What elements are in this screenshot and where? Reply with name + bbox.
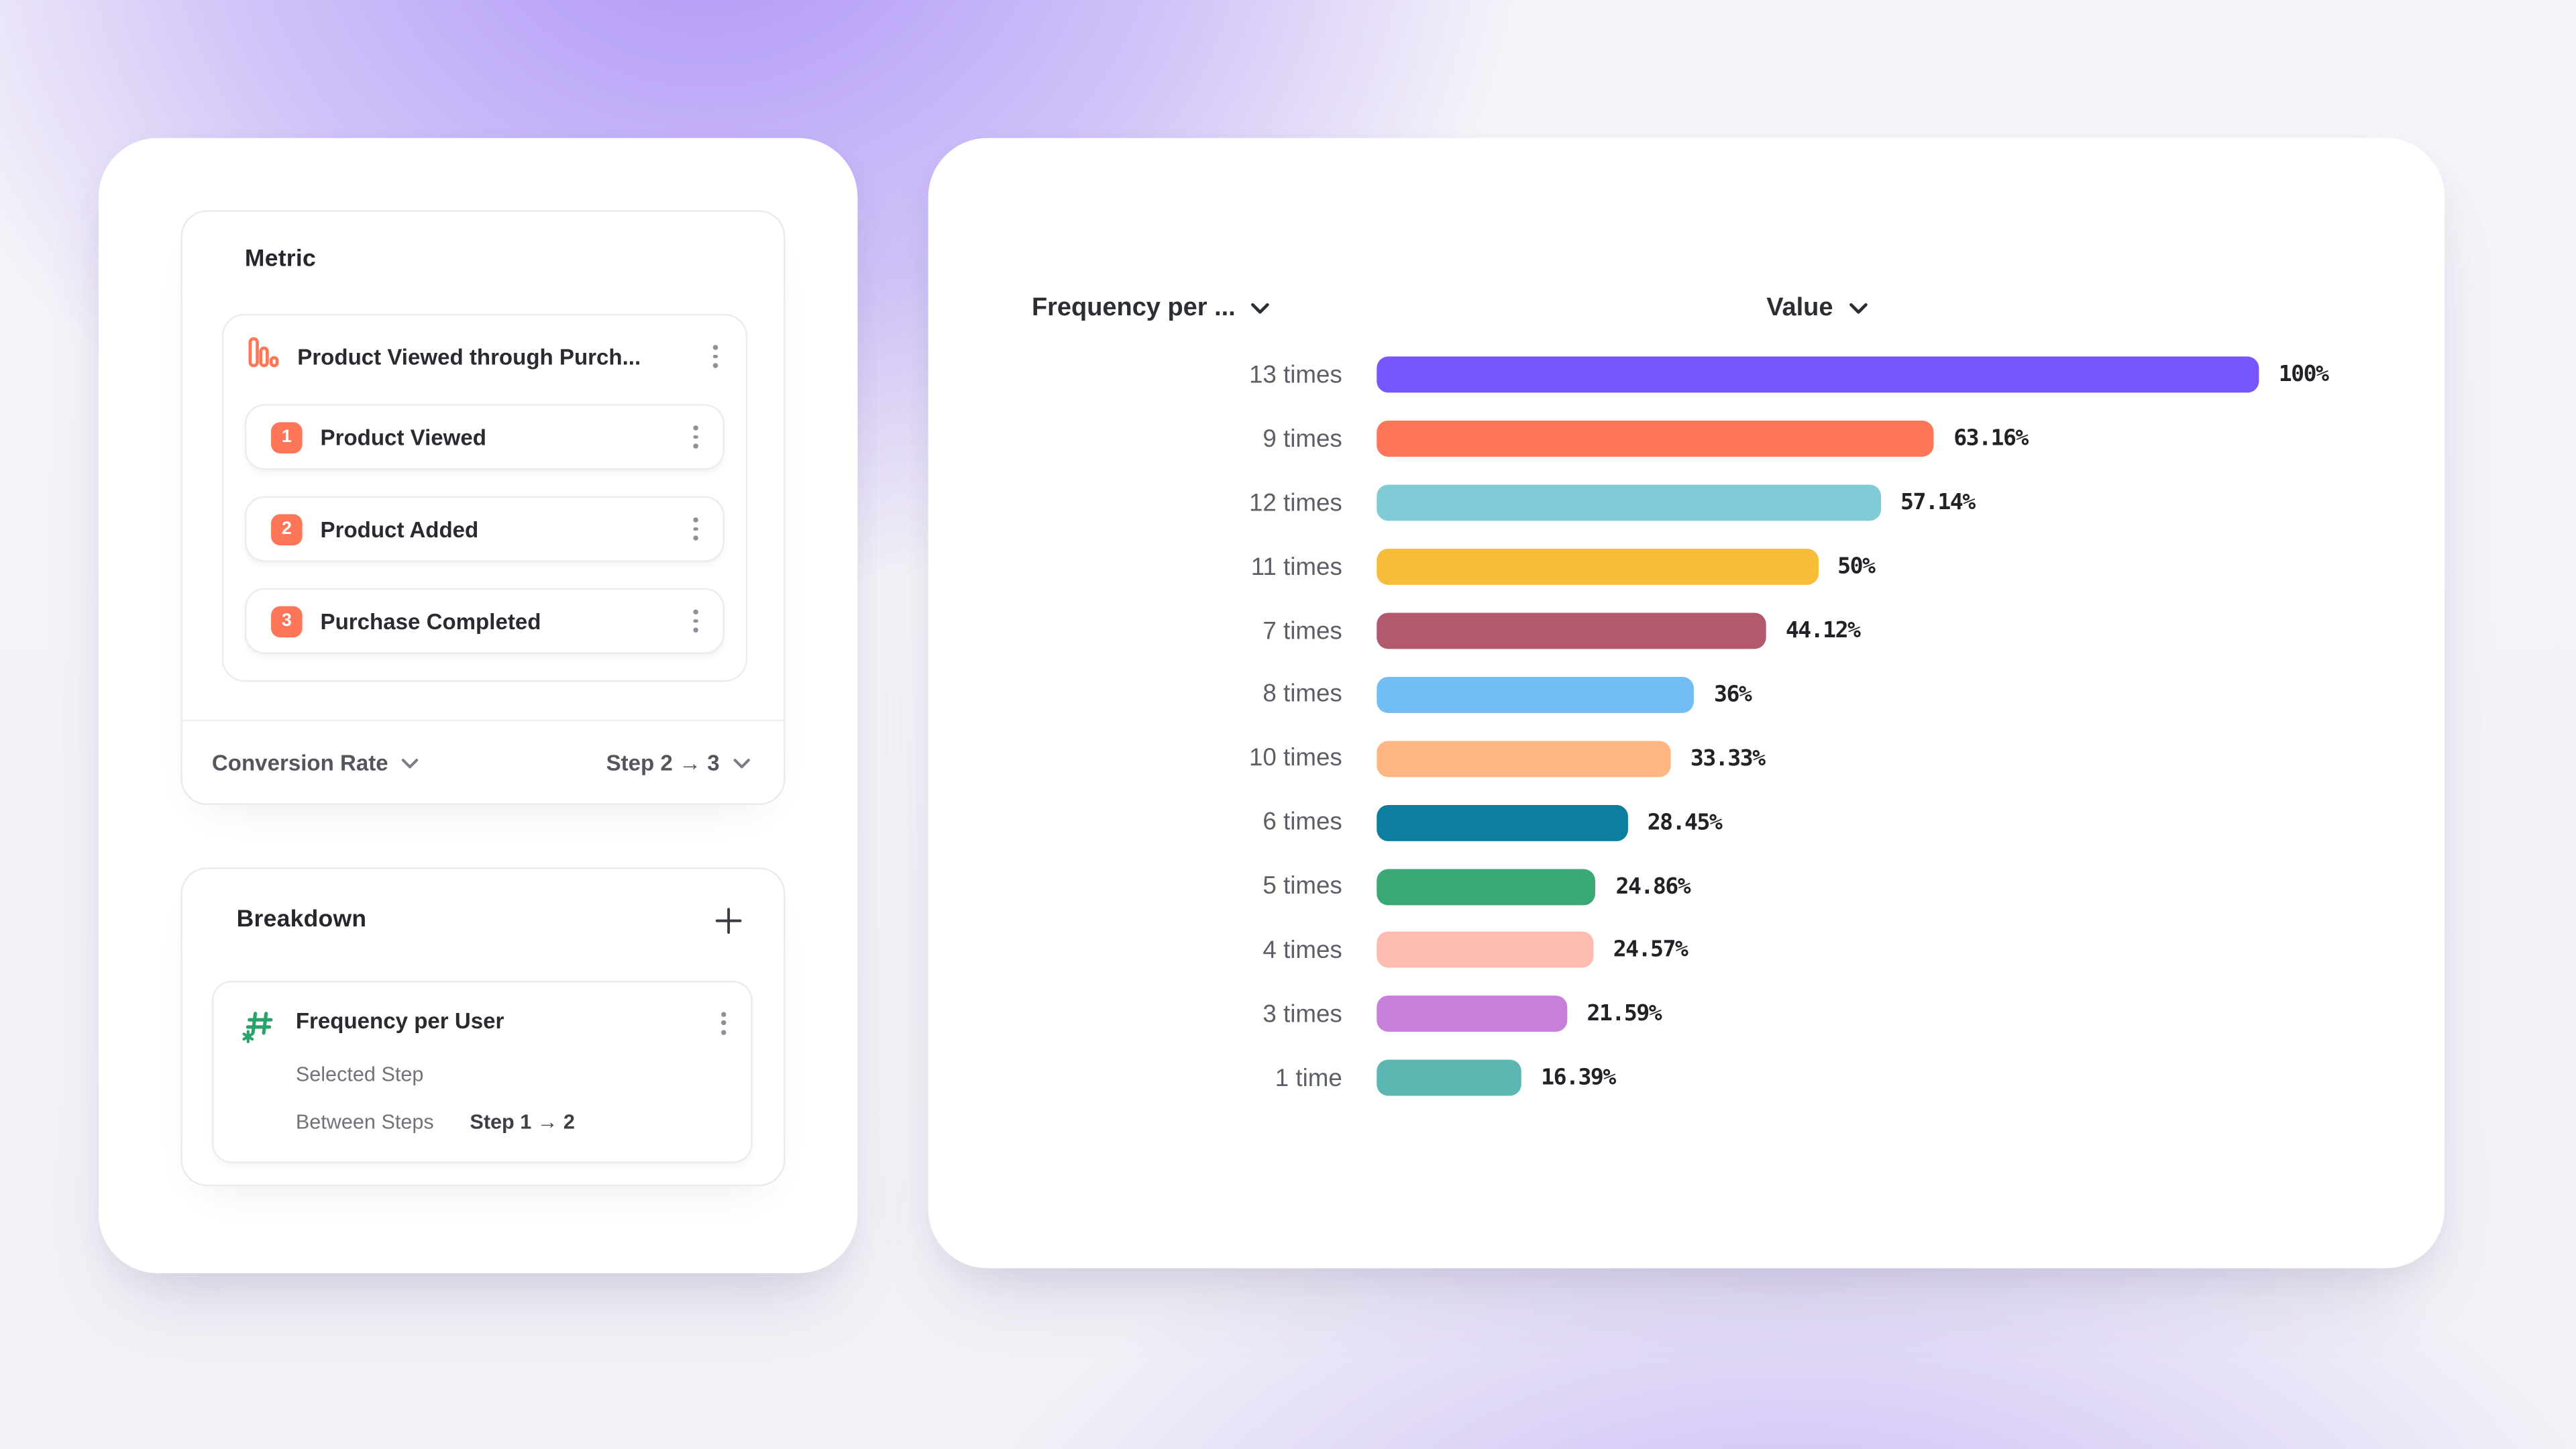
bar[interactable] bbox=[1377, 868, 1597, 905]
breakdown-section-title: Breakdown bbox=[236, 906, 367, 934]
bar-chart-row: 1 time 16.39% bbox=[928, 1046, 2445, 1110]
bar-chart-row: 11 times 50% bbox=[928, 535, 2445, 599]
breakdown-selected-step-label: Selected Step bbox=[295, 1063, 424, 1086]
bar-value-label: 44.12% bbox=[1785, 617, 1861, 644]
category-column-header-label: Frequency per ... bbox=[1031, 294, 1236, 322]
step-menu-kebab-icon[interactable] bbox=[686, 605, 706, 637]
bar[interactable] bbox=[1377, 421, 1934, 458]
bar[interactable] bbox=[1377, 740, 1671, 777]
bar-chart: 13 times 100% 9 times 63.16% 12 times 57… bbox=[928, 343, 2445, 1110]
funnel-step-row[interactable]: 2 Product Added bbox=[244, 496, 724, 562]
bar-category-label: 9 times bbox=[1263, 425, 1342, 453]
bar-category-label: 5 times bbox=[1263, 872, 1342, 901]
bar-chart-row: 10 times 33.33% bbox=[928, 727, 2445, 790]
bar-value-label: 57.14% bbox=[1900, 490, 1976, 517]
bar-value-label: 63.16% bbox=[1953, 426, 2029, 453]
bar-category-label: 6 times bbox=[1263, 808, 1342, 837]
bar-value-label: 24.86% bbox=[1615, 873, 1691, 900]
bar-chart-row: 13 times 100% bbox=[928, 343, 2445, 407]
bar-category-label: 11 times bbox=[1250, 553, 1342, 581]
bar-chart-row: 12 times 57.14% bbox=[928, 471, 2445, 535]
funnel-step-row[interactable]: 3 Purchase Completed bbox=[244, 588, 724, 654]
value-column-header[interactable]: Value bbox=[1766, 294, 1868, 323]
bar-category-label: 3 times bbox=[1263, 1000, 1342, 1028]
breakdown-menu-kebab-icon[interactable] bbox=[713, 1007, 734, 1039]
bar-chart-row: 8 times 36% bbox=[928, 663, 2445, 727]
bar[interactable] bbox=[1377, 804, 1628, 841]
funnel-metric-header[interactable]: Product Viewed through Purch... bbox=[223, 315, 746, 376]
bar[interactable] bbox=[1377, 357, 2259, 394]
funnel-metric-group: Product Viewed through Purch... 1 Produc… bbox=[221, 313, 748, 682]
metric-footer: Conversion Rate Step 2 → 3 bbox=[212, 721, 751, 805]
bar-chart-row: 4 times 24.57% bbox=[928, 918, 2445, 982]
bar-category-label: 13 times bbox=[1248, 361, 1342, 390]
bar-value-label: 16.39% bbox=[1541, 1065, 1616, 1091]
bar-value-label: 33.33% bbox=[1690, 745, 1766, 772]
bar-value-label: 36% bbox=[1714, 682, 1752, 708]
breakdown-between-steps-label: Between Steps bbox=[295, 1110, 434, 1134]
step-number-badge: 2 bbox=[271, 513, 303, 545]
breakdown-item-card[interactable]: Frequency per User Selected Step Between… bbox=[211, 981, 753, 1163]
bar-category-label: 8 times bbox=[1263, 680, 1342, 709]
step-event-label: Product Added bbox=[320, 517, 479, 541]
metric-section-title: Metric bbox=[244, 246, 316, 273]
bar[interactable] bbox=[1377, 1060, 1521, 1097]
bar-value-label: 100% bbox=[2278, 362, 2329, 389]
funnel-metric-name: Product Viewed through Purch... bbox=[297, 344, 641, 369]
bar-value-label: 21.59% bbox=[1587, 1001, 1662, 1028]
measurement-dropdown-label: Conversion Rate bbox=[211, 751, 388, 775]
value-column-header-label: Value bbox=[1766, 294, 1833, 322]
chart-card: Frequency per ... Value 13 times 100% 9 bbox=[928, 138, 2445, 1269]
add-breakdown-button[interactable] bbox=[708, 900, 748, 940]
breakdown-property-name: Frequency per User bbox=[295, 1008, 504, 1034]
step-event-label: Purchase Completed bbox=[320, 608, 541, 634]
step-event-label: Product Viewed bbox=[320, 425, 486, 449]
funnel-steps-list: 1 Product Viewed 2 Product Added 3 bbox=[244, 404, 724, 654]
step-range-dropdown[interactable]: Step 2 → 3 bbox=[606, 749, 751, 778]
bar-chart-row: 3 times 21.59% bbox=[928, 982, 2445, 1046]
bar-value-label: 24.57% bbox=[1613, 937, 1688, 964]
bar-value-label: 28.45% bbox=[1647, 809, 1723, 836]
bar-chart-row: 5 times 24.86% bbox=[928, 855, 2445, 918]
chevron-down-icon bbox=[401, 749, 419, 778]
chevron-down-icon bbox=[1847, 294, 1867, 323]
bar-category-label: 12 times bbox=[1248, 489, 1342, 517]
bar-category-label: 10 times bbox=[1248, 745, 1342, 773]
bar-category-label: 4 times bbox=[1263, 936, 1342, 965]
bar[interactable] bbox=[1377, 996, 1568, 1032]
bar-chart-row: 7 times 44.12% bbox=[928, 599, 2445, 663]
step-menu-kebab-icon[interactable] bbox=[686, 513, 706, 545]
breakdown-step-range-value[interactable]: Step 1 → 2 bbox=[470, 1110, 575, 1134]
chevron-down-icon bbox=[1250, 294, 1270, 323]
bar-category-label: 7 times bbox=[1263, 616, 1342, 645]
step-range-dropdown-label: Step 2 → 3 bbox=[606, 751, 720, 775]
chevron-down-icon bbox=[733, 749, 751, 778]
bar-category-label: 1 time bbox=[1275, 1064, 1342, 1092]
step-number-badge: 3 bbox=[271, 605, 303, 637]
metric-footer-divider bbox=[182, 719, 784, 722]
bar[interactable] bbox=[1377, 549, 1818, 586]
breakdown-section: Breakdown bbox=[180, 867, 786, 1187]
step-number-badge: 1 bbox=[271, 421, 303, 453]
bar[interactable] bbox=[1377, 612, 1766, 649]
funnel-step-row[interactable]: 1 Product Viewed bbox=[244, 404, 724, 470]
bar[interactable] bbox=[1377, 932, 1594, 969]
bar-chart-row: 9 times 63.16% bbox=[928, 407, 2445, 471]
funnel-bars-icon bbox=[248, 337, 280, 376]
bar-chart-row: 6 times 28.45% bbox=[928, 791, 2445, 855]
bar[interactable] bbox=[1377, 484, 1881, 521]
bar-value-label: 50% bbox=[1837, 553, 1876, 580]
numeric-hashtag-icon bbox=[241, 1009, 276, 1052]
funnel-menu-kebab-icon[interactable] bbox=[705, 340, 726, 372]
category-column-header[interactable]: Frequency per ... bbox=[1032, 294, 1270, 323]
step-menu-kebab-icon[interactable] bbox=[686, 421, 706, 453]
bar[interactable] bbox=[1377, 676, 1695, 713]
measurement-dropdown[interactable]: Conversion Rate bbox=[212, 749, 419, 778]
metric-section: Metric Product Viewed through Purch... bbox=[180, 210, 786, 805]
query-builder-card: Metric Product Viewed through Purch... bbox=[98, 138, 858, 1273]
